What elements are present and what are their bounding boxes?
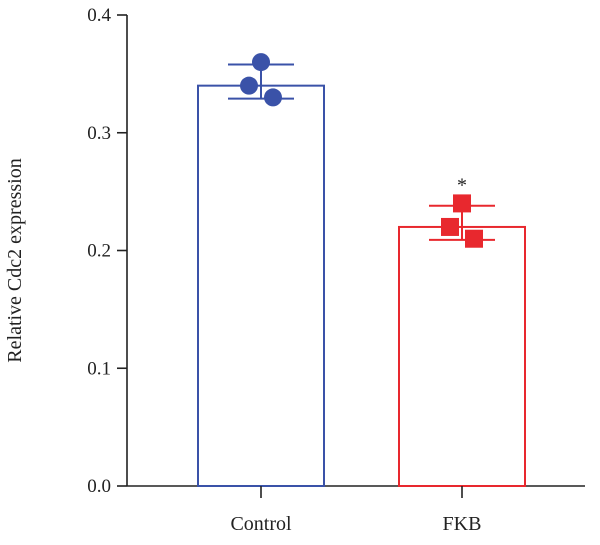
significance-markers: * (457, 174, 467, 196)
y-tick-label: 0.2 (87, 241, 111, 262)
data-point (252, 53, 270, 72)
y-ticks: 0.0 0.1 0.2 0.3 0.4 (87, 5, 127, 497)
data-points (240, 53, 483, 248)
x-tick-label: FKB (443, 513, 482, 535)
y-tick-label: 0.3 (87, 123, 111, 144)
y-tick-label: 0.4 (87, 5, 111, 26)
significance-marker: * (457, 174, 467, 196)
y-tick-label: 0.0 (87, 476, 111, 497)
bar-control (197, 84, 325, 488)
data-point (441, 217, 459, 236)
bars (197, 84, 526, 488)
data-point (264, 88, 282, 107)
bar-fkb (398, 225, 526, 487)
x-tick-label: Control (230, 513, 292, 535)
y-tick-label: 0.1 (87, 358, 111, 379)
data-point (465, 229, 483, 248)
x-ticks: Control FKB (230, 486, 481, 535)
y-axis-title: Relative Cdc2 expression (4, 158, 26, 362)
data-point (453, 194, 471, 213)
data-point (240, 76, 258, 95)
